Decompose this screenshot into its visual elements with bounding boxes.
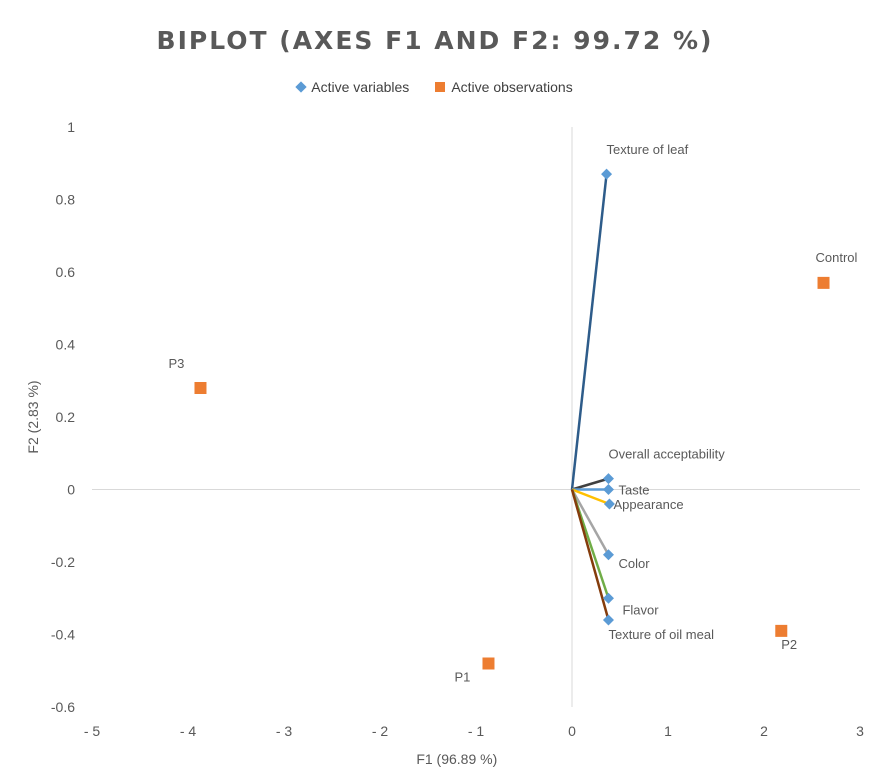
x-axis-title: F1 (96.89 %) <box>416 751 497 767</box>
x-tick-label: - 4 <box>180 723 197 739</box>
y-tick-label: 0.8 <box>56 192 76 208</box>
variable-vector-line <box>571 488 610 506</box>
variable-diamond-marker <box>602 473 614 485</box>
observation-square-marker <box>775 624 788 637</box>
variable-diamond-marker <box>603 498 615 510</box>
variable-vector-line <box>570 488 610 556</box>
variable-diamond-marker <box>601 168 613 180</box>
x-tick-label: 1 <box>664 723 672 739</box>
legend: Active variables Active observations <box>0 79 870 95</box>
variable-vector-line <box>570 173 608 490</box>
chart-title: BIPLOT (AXES F1 AND F2: 99.72 %) <box>156 26 714 55</box>
variable-vector-line <box>570 489 610 621</box>
legend-item-active-variables: Active variables <box>295 79 410 95</box>
x-tick-label: - 3 <box>276 723 293 739</box>
legend-label-active-variables: Active variables <box>311 79 410 95</box>
variable-label: Overall acceptability <box>608 447 725 462</box>
variable-vector-line <box>571 477 609 491</box>
variable-diamond-marker <box>602 614 614 626</box>
y-tick-label: -0.6 <box>51 699 75 715</box>
x-tick-label: - 2 <box>372 723 389 739</box>
x-tick-label: 3 <box>856 723 864 739</box>
x-tick-label: 2 <box>760 723 768 739</box>
variable-label: Flavor <box>622 602 659 617</box>
observation-label: Control <box>816 250 858 265</box>
y-tick-label: -0.2 <box>51 554 75 570</box>
observation-square-marker <box>482 657 495 670</box>
variable-label: Texture of leaf <box>607 142 689 157</box>
variable-diamond-marker <box>602 549 614 561</box>
y-tick-label: 1 <box>67 119 75 135</box>
y-tick-label: 0.2 <box>56 409 76 425</box>
x-tick-label: - 5 <box>84 723 101 739</box>
legend-label-active-observations: Active observations <box>451 79 573 95</box>
legend-item-active-observations: Active observations <box>435 79 573 95</box>
observation-square-marker <box>817 276 830 289</box>
variable-label: Taste <box>618 483 649 498</box>
observation-label: P1 <box>454 670 470 685</box>
variable-label: Color <box>618 556 650 571</box>
observation-label: P2 <box>781 637 797 652</box>
observation-label: P3 <box>168 356 184 371</box>
y-tick-label: 0 <box>67 482 75 498</box>
x-tick-label: 0 <box>568 723 576 739</box>
y-tick-label: 0.6 <box>56 264 76 280</box>
variable-diamond-marker <box>602 484 614 495</box>
observation-square-marker <box>194 382 207 394</box>
square-marker-icon <box>435 82 446 92</box>
variable-label: Appearance <box>613 497 683 512</box>
variable-diamond-marker <box>602 592 614 604</box>
x-tick-label: - 1 <box>468 723 485 739</box>
variable-label: Texture of oil meal <box>608 627 714 642</box>
y-tick-label: -0.4 <box>51 627 75 643</box>
y-tick-label: 0.4 <box>56 337 76 353</box>
y-axis-title: F2 (2.83 %) <box>25 380 41 453</box>
